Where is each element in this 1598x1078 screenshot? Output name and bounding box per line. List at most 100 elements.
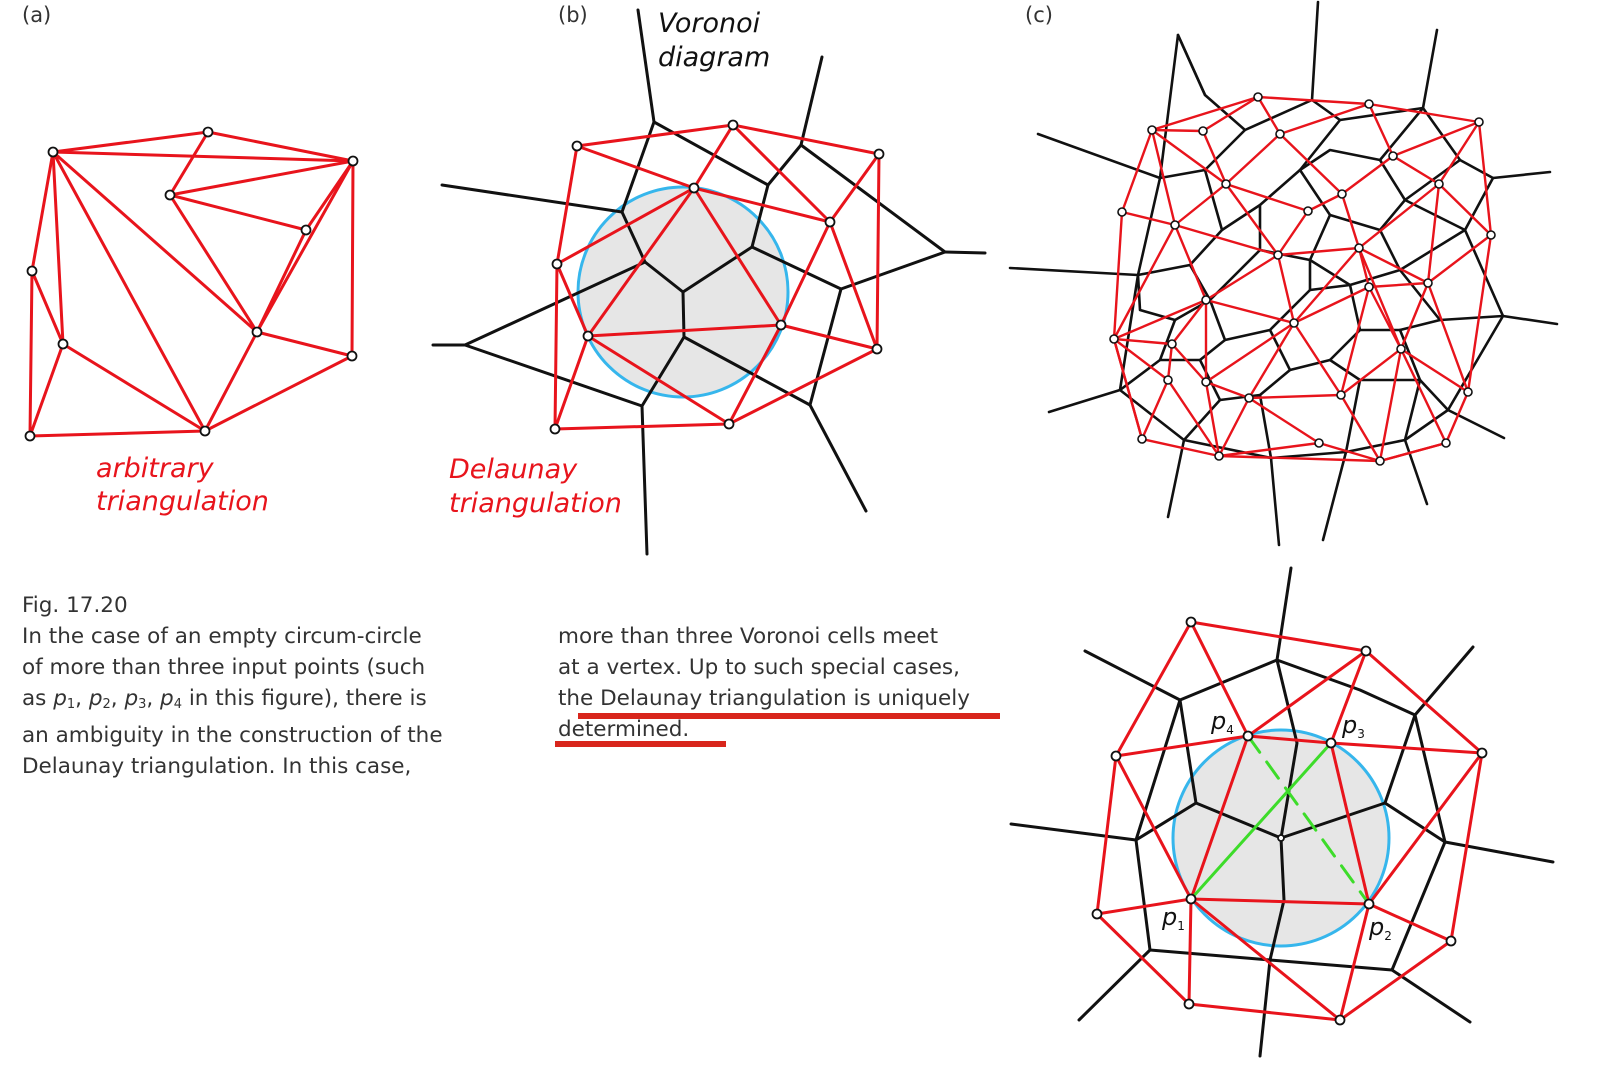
vertex-icon [1147, 125, 1157, 135]
vertex-icon [1185, 893, 1197, 905]
panel-c-label: (c) [1025, 3, 1053, 27]
vertex-icon [1375, 456, 1385, 466]
vertex-icon [1201, 377, 1211, 387]
vertex-icon [1325, 737, 1337, 749]
vertex-icon [1363, 898, 1375, 910]
vertex-icon [571, 140, 583, 152]
figure-caption-left: Fig. 17.20 In the case of an empty circu… [22, 590, 542, 782]
arbitrary-label-line2: triangulation [96, 486, 269, 517]
vertex-icon [24, 430, 36, 442]
vertex-icon [582, 330, 594, 342]
vertex-icon [1476, 747, 1488, 759]
vertex-icon [1117, 207, 1127, 217]
delaunay-label-line1: Delaunay [449, 454, 578, 485]
vertex-icon [1214, 451, 1224, 461]
vertex-icon [1364, 282, 1374, 292]
vertex-icon [727, 119, 739, 131]
vertex-icon [824, 216, 836, 228]
caption-line: determined. [558, 717, 690, 742]
vertex-points-b [549, 119, 885, 435]
caption-line: an ambiguity in the construction of the [22, 723, 443, 748]
vertex-icon [1289, 318, 1299, 328]
panel-b: (b) Voronoi diagram [431, 3, 987, 556]
vertex-icon [202, 126, 214, 138]
vertex-icon [1364, 99, 1374, 109]
vertex-icon [775, 319, 787, 331]
vertex-icon [1360, 645, 1372, 657]
caption-line: In the case of an empty circum-circle [22, 624, 422, 649]
panel-b-label: (b) [558, 3, 588, 27]
caption-line: at a vertex. Up to such special cases, [558, 655, 960, 680]
vertex-icon [873, 148, 885, 160]
vertex-icon [1137, 434, 1147, 444]
vertex-icon [164, 189, 176, 201]
solid-diagonal [1189, 741, 1333, 901]
vertex-icon [1170, 220, 1180, 230]
vertex-icon [1253, 92, 1263, 102]
vertex-icon [26, 265, 38, 277]
vertex-icon [1336, 390, 1346, 400]
vertex-icon [1167, 339, 1177, 349]
vertex-icon [549, 423, 561, 435]
caption-line: the Delaunay triangulation is uniquely [558, 686, 970, 711]
vertex-icon [1275, 129, 1285, 139]
vertex-icon [551, 258, 563, 270]
vertex-icon [1185, 616, 1197, 628]
point-label-p4: p4 [1210, 707, 1234, 737]
vertex-points-degenerate [1091, 616, 1488, 1026]
dashed-diagonal [1246, 734, 1371, 906]
vertex-icon [1434, 179, 1444, 189]
vertex-icon [688, 182, 700, 194]
vertex-icon [1354, 243, 1364, 253]
vertex-icon [1091, 908, 1103, 920]
figure-caption-right: more than three Voronoi cells meet at a … [558, 621, 1028, 745]
vertex-icon [1474, 117, 1484, 127]
vertex-icon [1244, 393, 1254, 403]
point-label-p2: p2 [1368, 913, 1392, 943]
vertex-icon [1337, 189, 1347, 199]
vertex-icon [1334, 1014, 1346, 1026]
vertex-points-c [1109, 92, 1496, 466]
vertex-icon [1163, 375, 1173, 385]
vertex-icon [1463, 387, 1473, 397]
vertex-icon [1277, 834, 1285, 842]
caption-line: as p1, p2, p3, p4 in this figure), there… [22, 686, 427, 712]
caption-line: more than three Voronoi cells meet [558, 624, 939, 649]
vertex-icon [1423, 278, 1433, 288]
vertex-icon [1201, 295, 1211, 305]
vertex-icon [57, 338, 69, 350]
vertex-icon [723, 418, 735, 430]
alternate-diagonal [1189, 734, 1371, 906]
vertex-icon [1221, 179, 1231, 189]
voronoi-label-line2: diagram [658, 42, 770, 73]
highlight-underlines [555, 713, 1000, 747]
point-label-p1: p1 [1161, 903, 1185, 933]
vertex-icon [1486, 230, 1496, 240]
vertex-icon [1183, 998, 1195, 1010]
vertex-icon [1314, 438, 1324, 448]
delaunay-edges-c [1112, 95, 1493, 463]
point-label-p3: p3 [1341, 711, 1365, 741]
vertex-icon [346, 350, 358, 362]
vertex-icon [1198, 126, 1208, 136]
degenerate-case-diagram: p4 p3 p1 p2 [1009, 566, 1555, 1058]
voronoi-edges-degenerate [1009, 566, 1555, 1058]
vertex-icon [47, 146, 59, 158]
vertex-icon [1445, 935, 1457, 947]
arbitrary-label-line1: arbitrary [96, 453, 215, 484]
vertex-icon [1441, 438, 1451, 448]
caption-line: Delaunay triangulation. In this case, [22, 754, 412, 779]
arbitrary-triangulation-edges [28, 130, 355, 438]
vertex-icon [1303, 206, 1313, 216]
voronoi-label-line1: Voronoi [658, 8, 761, 39]
vertex-points-a [24, 126, 359, 442]
panel-c: (c) [1008, 0, 1559, 547]
vertex-icon [199, 425, 211, 437]
vertex-icon [251, 326, 263, 338]
delaunay-label-line2: triangulation [449, 488, 622, 519]
vertex-icon [871, 343, 883, 355]
vertex-icon [1242, 730, 1254, 742]
vertex-icon [300, 224, 312, 236]
vertex-icon [1388, 151, 1398, 161]
